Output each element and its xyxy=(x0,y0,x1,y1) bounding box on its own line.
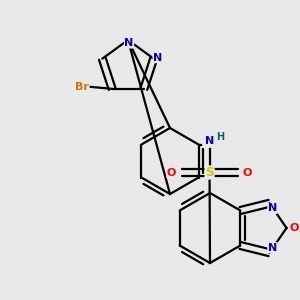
Text: N: N xyxy=(153,53,162,63)
Text: N: N xyxy=(205,136,214,146)
Text: Br: Br xyxy=(75,82,89,92)
Text: N: N xyxy=(268,203,277,213)
Text: N: N xyxy=(124,38,134,48)
Text: N: N xyxy=(268,243,277,253)
Text: O: O xyxy=(243,167,252,178)
Text: S: S xyxy=(205,166,214,179)
Text: H: H xyxy=(217,131,225,142)
Text: O: O xyxy=(290,223,299,233)
Text: O: O xyxy=(167,167,176,178)
